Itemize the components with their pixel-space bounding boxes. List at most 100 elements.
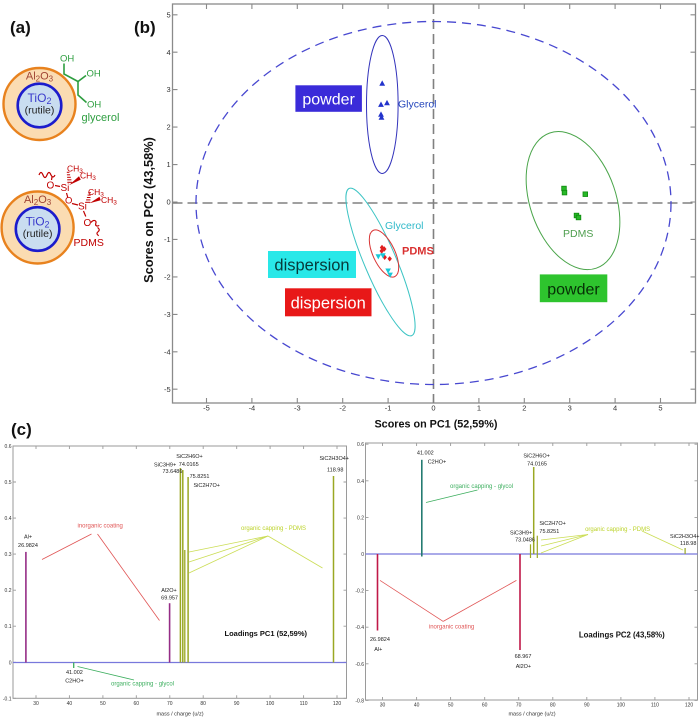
svg-text:(rutile): (rutile)	[23, 228, 53, 240]
svg-text:90: 90	[584, 703, 590, 709]
svg-text:68.967: 68.967	[515, 654, 532, 660]
svg-text:mass / charge (u/z): mass / charge (u/z)	[508, 712, 555, 718]
svg-text:CH3: CH3	[67, 164, 83, 176]
svg-text:0.2: 0.2	[5, 588, 12, 594]
svg-text:Scores on PC2 (43,58%): Scores on PC2 (43,58%)	[141, 137, 156, 283]
svg-text:26.9824: 26.9824	[370, 637, 390, 643]
svg-text:-1: -1	[385, 404, 392, 413]
svg-text:powder: powder	[302, 92, 355, 109]
svg-text:(c): (c)	[11, 420, 32, 439]
svg-text:5: 5	[658, 404, 662, 413]
svg-text:SiC2H6O+: SiC2H6O+	[176, 454, 202, 460]
svg-text:0: 0	[9, 660, 12, 666]
svg-text:90: 90	[234, 701, 240, 707]
svg-text:0.2: 0.2	[357, 515, 364, 521]
svg-text:Al2O3: Al2O3	[26, 71, 54, 84]
svg-text:organic capping - PDMS: organic capping - PDMS	[585, 527, 650, 533]
svg-text:0: 0	[167, 198, 171, 207]
svg-text:PDMS: PDMS	[74, 237, 104, 249]
svg-text:0.1: 0.1	[5, 624, 12, 630]
svg-text:-4: -4	[164, 347, 171, 356]
svg-text:100: 100	[617, 703, 626, 709]
svg-text:CH3: CH3	[101, 195, 117, 207]
svg-text:75.8251: 75.8251	[539, 529, 559, 535]
svg-text:Al2O+: Al2O+	[161, 588, 176, 594]
svg-text:73.6486: 73.6486	[163, 469, 183, 475]
svg-text:0.5: 0.5	[5, 480, 12, 486]
svg-text:(rutile): (rutile)	[25, 105, 55, 117]
svg-text:60: 60	[482, 703, 488, 709]
svg-text:Glycerol: Glycerol	[398, 99, 437, 111]
svg-text:Loadings PC2 (43,58%): Loadings PC2 (43,58%)	[579, 631, 665, 640]
svg-text:3: 3	[568, 404, 572, 413]
svg-text:SiC3H9+: SiC3H9+	[154, 463, 176, 469]
svg-text:PDMS: PDMS	[402, 246, 434, 258]
svg-text:70: 70	[516, 703, 522, 709]
svg-text:dispersion: dispersion	[274, 257, 349, 275]
svg-text:0.4: 0.4	[5, 516, 12, 522]
svg-text:40: 40	[414, 703, 420, 709]
svg-text:OH: OH	[60, 54, 74, 65]
svg-text:5: 5	[167, 10, 171, 19]
svg-text:powder: powder	[547, 281, 600, 298]
svg-text:C2HO+: C2HO+	[428, 459, 447, 465]
svg-text:O: O	[65, 196, 72, 207]
svg-text:Si: Si	[78, 202, 87, 213]
svg-text:SiC2H7O+: SiC2H7O+	[539, 521, 565, 527]
svg-text:100: 100	[266, 701, 275, 707]
svg-text:4: 4	[613, 404, 617, 413]
svg-text:110: 110	[300, 701, 308, 707]
svg-text:glycerol: glycerol	[82, 112, 120, 124]
svg-text:41.002: 41.002	[66, 670, 83, 676]
svg-text:0.6: 0.6	[357, 442, 364, 448]
svg-text:SiC2H6O+: SiC2H6O+	[523, 454, 549, 460]
svg-text:40: 40	[67, 701, 73, 707]
svg-text:118.98: 118.98	[327, 467, 343, 473]
svg-text:-3: -3	[164, 310, 171, 319]
svg-text:69.957: 69.957	[161, 596, 178, 602]
svg-text:organic capping - PDMS: organic capping - PDMS	[241, 526, 306, 532]
svg-text:0: 0	[361, 552, 364, 558]
svg-text:50: 50	[100, 701, 106, 707]
svg-text:TiO2: TiO2	[26, 215, 50, 230]
svg-text:50: 50	[448, 703, 454, 709]
svg-text:4: 4	[167, 48, 171, 57]
svg-text:organic capping - glycol: organic capping - glycol	[450, 484, 513, 490]
svg-text:inorganic coating: inorganic coating	[429, 625, 474, 631]
svg-text:73.0486: 73.0486	[515, 537, 535, 543]
svg-text:120: 120	[685, 703, 694, 709]
svg-text:-0.1: -0.1	[3, 696, 12, 702]
svg-text:Si: Si	[61, 183, 70, 194]
svg-text:(a): (a)	[10, 18, 31, 37]
svg-text:0: 0	[431, 404, 435, 413]
svg-text:80: 80	[200, 701, 206, 707]
svg-text:O: O	[47, 181, 55, 192]
svg-text:0.4: 0.4	[357, 479, 364, 485]
svg-text:dispersion: dispersion	[291, 294, 366, 312]
svg-text:-0.8: -0.8	[355, 698, 364, 704]
svg-text:118.98: 118.98	[680, 541, 696, 547]
svg-text:inorganic coating: inorganic coating	[78, 524, 123, 530]
svg-text:Al+: Al+	[374, 647, 382, 653]
svg-text:30: 30	[380, 703, 386, 709]
svg-text:30: 30	[33, 701, 39, 707]
svg-text:2: 2	[167, 123, 171, 132]
svg-text:74.0165: 74.0165	[179, 462, 199, 468]
svg-text:SiC2H3O4+: SiC2H3O4+	[320, 456, 350, 462]
svg-text:75.8251: 75.8251	[190, 474, 210, 480]
svg-text:organic capping - glycol: organic capping - glycol	[111, 682, 174, 688]
svg-text:Al+: Al+	[24, 535, 32, 541]
svg-text:-0.2: -0.2	[355, 589, 364, 595]
svg-text:Glycerol: Glycerol	[385, 220, 424, 232]
svg-text:80: 80	[550, 703, 556, 709]
svg-text:O: O	[84, 218, 92, 229]
svg-text:-0.4: -0.4	[355, 625, 364, 631]
svg-text:TiO2: TiO2	[28, 91, 52, 106]
svg-text:Loadings PC1 (52,59%): Loadings PC1 (52,59%)	[225, 629, 308, 638]
svg-text:(b): (b)	[134, 18, 156, 37]
svg-text:60: 60	[134, 701, 140, 707]
svg-text:CH3: CH3	[88, 187, 104, 199]
svg-text:120: 120	[333, 701, 342, 707]
svg-text:0.6: 0.6	[5, 444, 12, 450]
svg-text:1: 1	[167, 160, 171, 169]
